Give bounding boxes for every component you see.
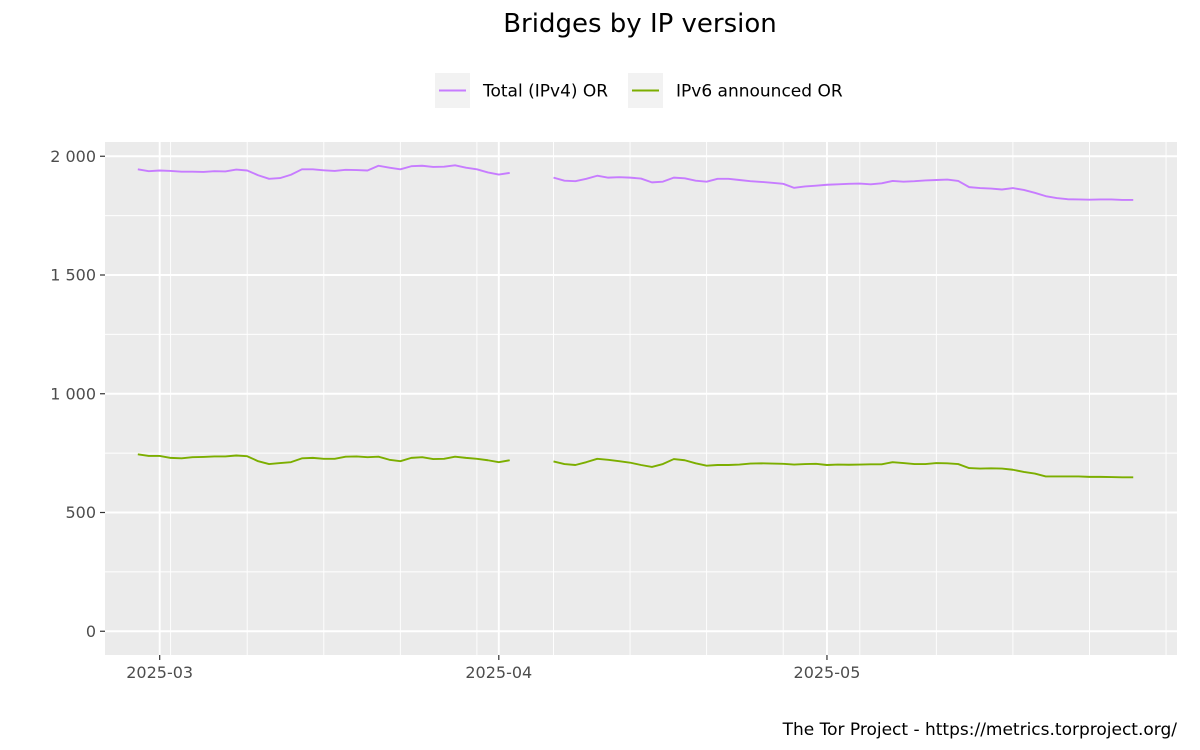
y-axis: 0 500 1 000 1 500 2 000	[50, 147, 105, 641]
grid-minor	[105, 142, 1177, 655]
grid-major	[105, 142, 1177, 655]
legend-item-ipv6: IPv6 announced OR	[628, 73, 843, 108]
y-tick-label: 1 500	[50, 266, 96, 285]
series-layer	[137, 164, 1134, 479]
plot-panel	[105, 142, 1177, 655]
series-line-total-ipv4-segment-1	[137, 164, 510, 180]
x-tick-label: 2025-04	[465, 663, 532, 682]
y-tick-label: 1 000	[50, 384, 96, 403]
source-caption: The Tor Project - https://metrics.torpro…	[782, 720, 1178, 740]
legend-label-ipv6: IPv6 announced OR	[676, 82, 843, 102]
y-tick-label: 2 000	[50, 147, 96, 166]
x-tick-label: 2025-05	[794, 663, 861, 682]
y-tick-label: 0	[86, 622, 96, 641]
series-line-ipv6-segment-1	[137, 453, 510, 465]
y-tick-label: 500	[65, 503, 96, 522]
legend-label-total-ipv4: Total (IPv4) OR	[482, 82, 608, 102]
legend: Total (IPv4) OR IPv6 announced OR	[435, 73, 843, 108]
legend-item-total-ipv4: Total (IPv4) OR	[435, 73, 608, 108]
x-axis: 2025-03 2025-04 2025-05	[126, 655, 860, 682]
series-line-ipv6-segment-2	[553, 457, 1134, 479]
x-tick-label: 2025-03	[126, 663, 193, 682]
series-line-total-ipv4-segment-2	[553, 174, 1134, 201]
chart-title: Bridges by IP version	[503, 9, 777, 39]
